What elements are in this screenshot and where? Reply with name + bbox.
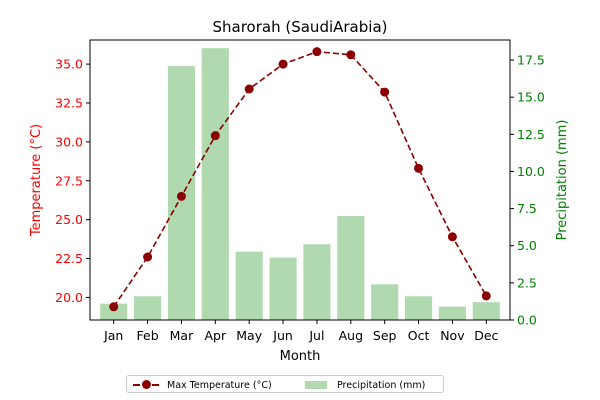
legend-item-precipitation: Precipitation (mm) [305, 376, 425, 394]
axes-layer: 20.0 22.5 25.0 27.5 30.0 32.5 35.0 0.0 2.5 5.0 7.5… [55, 39, 545, 343]
x-tick-label-mar: Mar [170, 328, 194, 343]
x-tick-label-apr: Apr [205, 328, 227, 343]
right-tick-label: 17.5 [517, 53, 545, 68]
bar-jul [303, 244, 331, 320]
right-tick-label: 5.0 [517, 238, 537, 253]
x-tick-label-sep: Sep [373, 328, 397, 343]
left-tick-label: 22.5 [55, 251, 83, 266]
temperature-point-apr [210, 131, 220, 141]
right-axis-label: Precipitation (mm) [555, 120, 570, 241]
chart-title: Sharorah (SaudiArabia) [213, 18, 388, 36]
right-tick-label: 7.5 [517, 201, 537, 216]
left-tick-label: 25.0 [55, 212, 83, 227]
bar-apr [201, 48, 229, 320]
x-tick-label-may: May [236, 328, 262, 343]
temperature-point-nov [447, 232, 457, 242]
x-axis-label: Month [280, 349, 321, 364]
right-tick-label: 0.0 [517, 313, 537, 328]
temperature-point-dec [481, 291, 491, 301]
bars-layer [100, 48, 500, 321]
temperature-point-oct [414, 163, 424, 173]
x-tick-label-feb: Feb [137, 328, 159, 343]
left-tick-label: 32.5 [55, 96, 83, 111]
right-tick-label: 15.0 [517, 90, 545, 105]
right-tick-label: 2.5 [517, 275, 537, 290]
bar-may [235, 251, 263, 320]
x-tick-label-jul: Jul [308, 328, 324, 343]
temperature-point-jul [312, 47, 322, 57]
x-tick-label-dec: Dec [474, 328, 498, 343]
x-tick-label-jan: Jan [103, 328, 123, 343]
x-tick-label-nov: Nov [440, 328, 465, 343]
line-layer [109, 47, 491, 312]
x-tick-label-oct: Oct [408, 328, 430, 343]
right-tick-label: 12.5 [517, 127, 545, 142]
temperature-point-jan [109, 302, 119, 312]
legend-bar-patch-icon [305, 381, 327, 389]
bar-jan [100, 303, 128, 320]
left-tick-label: 20.0 [55, 290, 83, 305]
left-tick-label: 35.0 [55, 57, 83, 72]
temperature-point-jun [278, 59, 288, 69]
temperature-point-mar [176, 191, 186, 201]
temperature-point-may [244, 84, 254, 94]
x-tick-label-aug: Aug [339, 328, 363, 343]
legend-line-marker-icon [133, 380, 159, 389]
legend: Max Temperature (°C) Precipitation (mm) [126, 375, 444, 393]
bar-feb [134, 296, 162, 320]
legend-label-precipitation: Precipitation (mm) [337, 379, 426, 391]
temperature-point-feb [143, 252, 153, 262]
bar-oct [405, 296, 433, 320]
bar-jun [269, 257, 297, 320]
bar-dec [472, 302, 500, 320]
bar-aug [337, 216, 365, 320]
left-tick-label: 30.0 [55, 134, 83, 149]
left-tick-label: 27.5 [55, 173, 83, 188]
x-tick-label-jun: Jun [272, 328, 293, 343]
bar-nov [438, 306, 466, 320]
bar-sep [371, 284, 399, 320]
legend-label-temperature: Max Temperature (°C) [167, 379, 272, 391]
left-axis-label: Temperature (°C) [29, 124, 44, 237]
temperature-line [113, 50, 487, 308]
right-tick-label: 10.0 [517, 164, 545, 179]
temperature-point-sep [380, 87, 390, 97]
legend-item-temperature: Max Temperature (°C) [133, 376, 272, 394]
plot-frame [89, 39, 511, 321]
temperature-point-aug [346, 50, 356, 60]
